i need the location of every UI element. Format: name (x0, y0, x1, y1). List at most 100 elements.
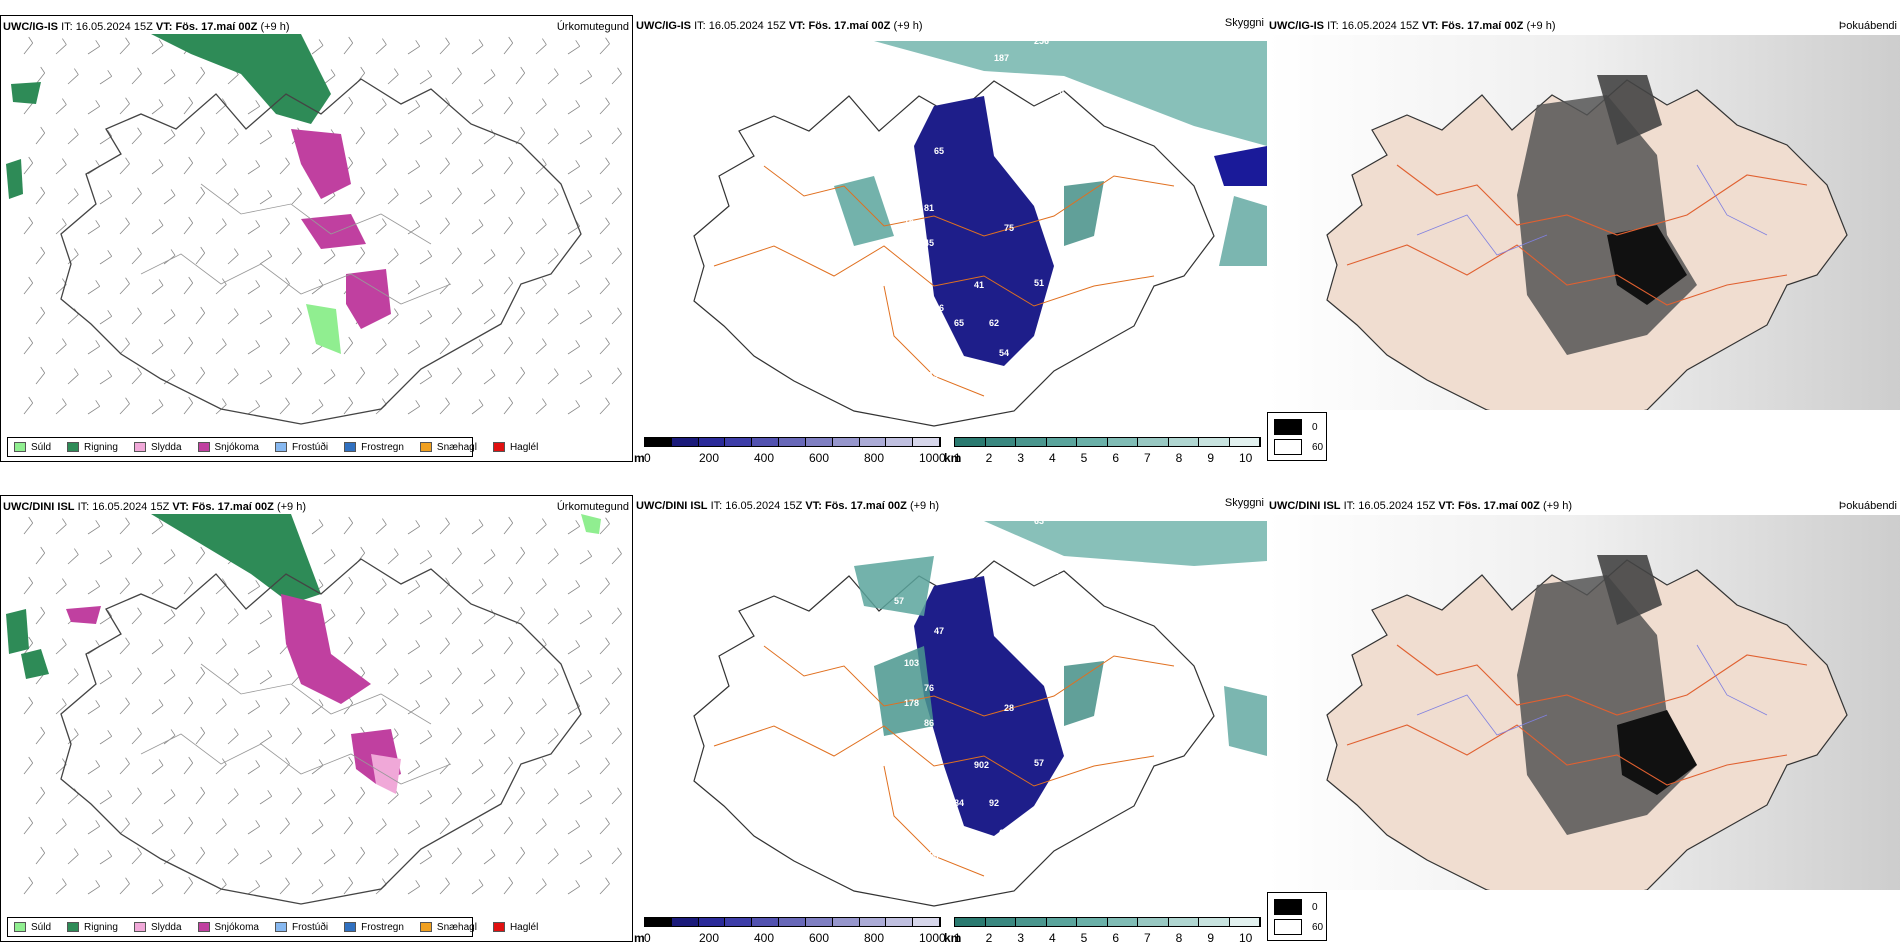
wind-barb (87, 880, 101, 895)
wind-barb (547, 188, 559, 205)
wind-barb (471, 159, 484, 175)
wind-barb (55, 338, 67, 355)
wind-barb (35, 546, 46, 565)
wind-barb (535, 698, 547, 715)
wind-barb (195, 846, 206, 865)
wind-barb (483, 549, 496, 565)
wind-barb (279, 337, 290, 355)
cloud-base-label: 46 (904, 616, 914, 626)
wind-barb (183, 876, 194, 895)
wind-barb (247, 880, 261, 895)
wind-barb (567, 280, 581, 295)
legend-swatch (492, 922, 505, 932)
height-bar-tick: 200 (699, 451, 720, 462)
wind-barb (611, 187, 622, 205)
wind-barb (55, 878, 67, 895)
cloud-base-label: 68 (934, 816, 944, 826)
wind-barb (35, 186, 46, 205)
vis-bar-tick: 2 (985, 931, 993, 942)
wind-barb (419, 670, 433, 685)
vis-bar-tick: 4 (1049, 451, 1056, 462)
wind-barb (195, 66, 206, 85)
height-bar-cell-5 (779, 438, 806, 446)
wind-barb (375, 98, 387, 115)
wind-barb (547, 668, 559, 685)
legend-label: Slydda (150, 441, 182, 453)
wind-barb (483, 789, 496, 805)
legend-item-3: Snjókoma (197, 441, 259, 453)
wind-barb (35, 726, 46, 745)
wind-barb (67, 788, 79, 805)
visibility-colorbar: km 1 2 3 4 5 6 7 8 9 10 (944, 917, 1264, 942)
cloud-base-label: 81 (924, 203, 934, 213)
cloud-base-label: 49 (904, 760, 914, 770)
wind-barb (451, 127, 462, 145)
wind-barb (451, 367, 462, 385)
wind-barb (183, 156, 194, 175)
wind-barb (471, 519, 484, 535)
wind-barbs (23, 36, 622, 415)
wind-barb (439, 337, 450, 355)
wind-barb (119, 37, 130, 55)
wind-barb (279, 877, 290, 895)
wind-barb (23, 756, 34, 775)
wind-barb (503, 36, 514, 55)
wind-barb (67, 548, 79, 565)
vis-bar-cell-0 (955, 438, 986, 446)
panel-parameter-name: Úrkomutegund (556, 501, 629, 513)
legend-item-4: Frostúði (274, 442, 328, 453)
legend-swatch (133, 442, 146, 452)
precip-areas (6, 34, 391, 354)
wind-barb (343, 876, 354, 895)
precip-map (6, 514, 622, 905)
wind-barb (547, 548, 559, 565)
legend-label: Rigning (84, 921, 118, 933)
wind-barb (535, 398, 547, 415)
wind-barb (503, 756, 514, 775)
wind-barb (439, 217, 450, 235)
vis-bar-unit: km (944, 451, 962, 462)
cloud-base-label: 340 (1014, 78, 1029, 88)
wind-barb (503, 636, 514, 655)
visibility-colorbar: km 1 2 3 4 5 6 7 8 9 10 (944, 437, 1264, 462)
wind-barb (535, 878, 547, 895)
wind-barb (451, 187, 462, 205)
wind-barb (611, 787, 622, 805)
wind-barb (451, 727, 462, 745)
wind-barb (195, 126, 206, 145)
wind-barb (163, 129, 176, 145)
wind-barb (471, 699, 484, 715)
wind-barb (151, 399, 164, 415)
wind-barb (183, 336, 194, 355)
vis-bar-cell-9 (1229, 918, 1260, 926)
legend-label: Haglél (509, 921, 539, 933)
wind-barb (99, 730, 113, 745)
cloud-base-label: 187 (994, 53, 1009, 63)
vis-bar-tick: 3 (1017, 451, 1025, 462)
wind-barb (99, 790, 113, 805)
wind-barb (35, 306, 46, 325)
wind-barb (483, 729, 496, 745)
cloud-base-label: 99 (914, 738, 924, 748)
wind-barb (131, 367, 142, 385)
wind-barb (227, 848, 239, 865)
wind-barb (567, 760, 581, 775)
wind-barb (515, 786, 526, 805)
legend-label: Snjókoma (214, 441, 259, 453)
vis-bar-tick: 9 (1207, 931, 1215, 942)
wind-barb (311, 879, 324, 895)
precip-legend: Súld Rigning Slydda Snjókoma Frostúði Frostre… (7, 437, 538, 457)
wind-barb (599, 337, 610, 355)
wind-barb (247, 400, 261, 415)
wind-barb (579, 790, 593, 805)
wind-barb (227, 128, 239, 145)
wind-barb (407, 340, 421, 355)
wind-barb (599, 577, 610, 595)
wind-barb (215, 398, 227, 415)
wind-barb (343, 756, 354, 775)
wind-barb (535, 338, 547, 355)
legend-item-1: Rigning (67, 442, 118, 453)
wind-barb (547, 308, 559, 325)
cloud-base-label: 430 (1049, 86, 1064, 96)
wind-barb (195, 366, 206, 385)
